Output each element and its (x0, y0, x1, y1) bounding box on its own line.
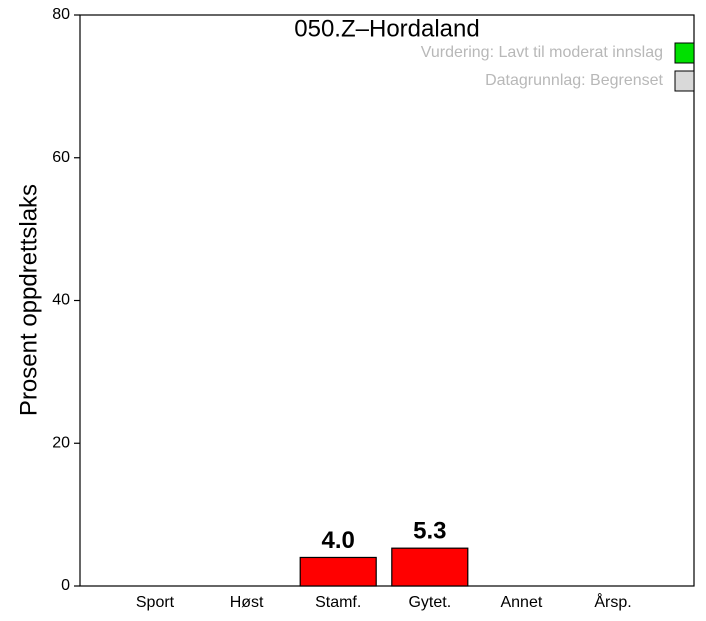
value-label: 5.3 (413, 518, 446, 545)
legend-label: Datagrunnlag: Begrenset (485, 72, 663, 89)
x-tick-label: Annet (500, 594, 542, 611)
plot-frame (79, 14, 695, 587)
chart-subtitle: 050.Z–Hordaland (294, 15, 479, 42)
x-tick-label: Gytet. (408, 594, 451, 611)
x-tick-label: Sport (136, 594, 175, 611)
x-tick-label: Årsp. (594, 592, 631, 611)
legend-swatch (674, 42, 695, 64)
x-tick-label: Stamf. (315, 594, 361, 611)
y-tick-label: 20 (52, 434, 70, 451)
legend-label: Vurdering: Lavt til moderat innslag (421, 44, 663, 61)
y-tick-label: 60 (52, 149, 70, 166)
y-axis-label: Prosent oppdrettslaks (15, 184, 42, 416)
bar (391, 547, 469, 587)
x-tick-label: Høst (230, 594, 264, 611)
y-tick-label: 40 (52, 292, 70, 309)
bar (299, 556, 377, 587)
legend-swatch (674, 70, 695, 92)
value-label: 4.0 (322, 527, 355, 554)
y-tick-label: 0 (61, 577, 70, 594)
y-tick-label: 80 (52, 6, 70, 23)
